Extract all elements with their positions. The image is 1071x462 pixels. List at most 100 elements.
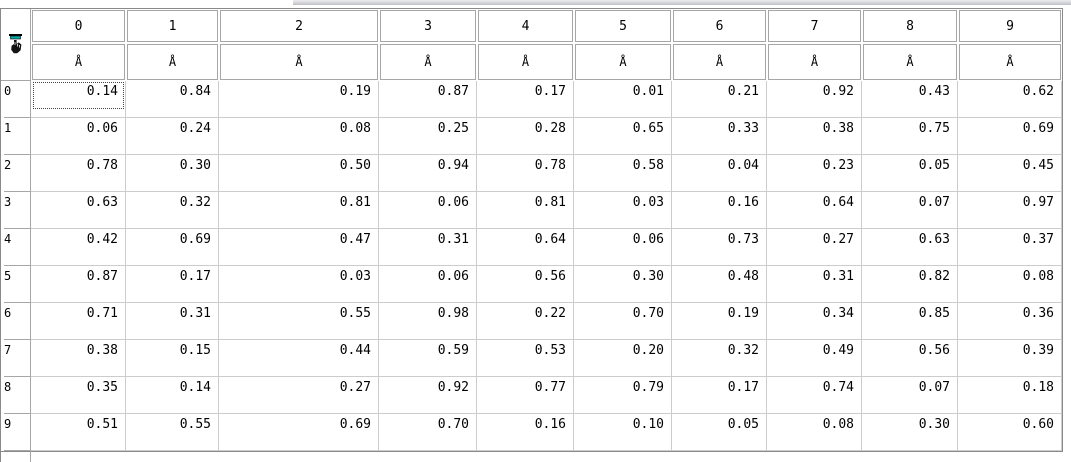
data-cell-0-9[interactable]: 0.62 xyxy=(958,81,1062,118)
data-cell-3-3[interactable]: 0.06 xyxy=(379,192,477,229)
data-cell-6-8[interactable]: 0.85 xyxy=(862,303,958,340)
data-cell-2-7[interactable]: 0.23 xyxy=(767,155,862,192)
column-unit-8[interactable]: Å xyxy=(863,44,957,80)
data-cell-1-9[interactable]: 0.69 xyxy=(958,118,1062,155)
row-header-2[interactable]: 2 xyxy=(1,155,31,192)
data-cell-2-3[interactable]: 0.94 xyxy=(379,155,477,192)
data-cell-0-2[interactable]: 0.19 xyxy=(219,81,379,118)
data-cell-9-6[interactable]: 0.05 xyxy=(672,414,767,451)
data-cell-3-5[interactable]: 0.03 xyxy=(574,192,672,229)
data-cell-8-8[interactable]: 0.07 xyxy=(862,377,958,414)
data-cell-4-6[interactable]: 0.73 xyxy=(672,229,767,266)
row-header-5[interactable]: 5 xyxy=(1,266,31,303)
data-cell-6-0[interactable]: 0.71 xyxy=(31,303,126,340)
data-cell-6-2[interactable]: 0.55 xyxy=(219,303,379,340)
data-cell-6-3[interactable]: 0.98 xyxy=(379,303,477,340)
data-cell-2-0[interactable]: 0.78 xyxy=(31,155,126,192)
data-cell-5-2[interactable]: 0.03 xyxy=(219,266,379,303)
row-header-6[interactable]: 6 xyxy=(1,303,31,340)
data-cell-9-3[interactable]: 0.70 xyxy=(379,414,477,451)
data-cell-1-6[interactable]: 0.33 xyxy=(672,118,767,155)
column-unit-4[interactable]: Å xyxy=(478,44,573,80)
data-cell-9-4[interactable]: 0.16 xyxy=(477,414,574,451)
data-cell-0-0[interactable]: 0.14 xyxy=(31,81,126,118)
data-cell-1-8[interactable]: 0.75 xyxy=(862,118,958,155)
grid-corner-cell[interactable] xyxy=(1,9,31,81)
column-unit-6[interactable]: Å xyxy=(673,44,766,80)
data-cell-4-0[interactable]: 0.42 xyxy=(31,229,126,266)
data-cell-1-1[interactable]: 0.24 xyxy=(126,118,219,155)
data-cell-9-7[interactable]: 0.08 xyxy=(767,414,862,451)
data-cell-3-6[interactable]: 0.16 xyxy=(672,192,767,229)
data-cell-5-4[interactable]: 0.56 xyxy=(477,266,574,303)
data-cell-3-4[interactable]: 0.81 xyxy=(477,192,574,229)
data-cell-0-1[interactable]: 0.84 xyxy=(126,81,219,118)
data-cell-8-7[interactable]: 0.74 xyxy=(767,377,862,414)
column-header-5[interactable]: 5 xyxy=(575,10,671,42)
data-cell-5-9[interactable]: 0.08 xyxy=(958,266,1062,303)
data-cell-1-0[interactable]: 0.06 xyxy=(31,118,126,155)
column-header-3[interactable]: 3 xyxy=(380,10,476,42)
column-unit-1[interactable]: Å xyxy=(127,44,218,80)
data-cell-9-9[interactable]: 0.60 xyxy=(958,414,1062,451)
data-cell-4-3[interactable]: 0.31 xyxy=(379,229,477,266)
row-header-1[interactable]: 1 xyxy=(1,118,31,155)
data-cell-0-4[interactable]: 0.17 xyxy=(477,81,574,118)
data-cell-2-4[interactable]: 0.78 xyxy=(477,155,574,192)
data-cell-8-2[interactable]: 0.27 xyxy=(219,377,379,414)
data-cell-7-1[interactable]: 0.15 xyxy=(126,340,219,377)
data-cell-5-5[interactable]: 0.30 xyxy=(574,266,672,303)
data-cell-5-7[interactable]: 0.31 xyxy=(767,266,862,303)
column-header-2[interactable]: 2 xyxy=(220,10,378,42)
data-cell-8-4[interactable]: 0.77 xyxy=(477,377,574,414)
row-header-3[interactable]: 3 xyxy=(1,192,31,229)
data-cell-5-0[interactable]: 0.87 xyxy=(31,266,126,303)
data-cell-4-1[interactable]: 0.69 xyxy=(126,229,219,266)
data-cell-9-1[interactable]: 0.55 xyxy=(126,414,219,451)
data-cell-5-1[interactable]: 0.17 xyxy=(126,266,219,303)
data-cell-9-0[interactable]: 0.51 xyxy=(31,414,126,451)
data-cell-4-7[interactable]: 0.27 xyxy=(767,229,862,266)
data-cell-4-2[interactable]: 0.47 xyxy=(219,229,379,266)
data-cell-6-6[interactable]: 0.19 xyxy=(672,303,767,340)
data-cell-1-7[interactable]: 0.38 xyxy=(767,118,862,155)
data-cell-8-5[interactable]: 0.79 xyxy=(574,377,672,414)
row-header-4[interactable]: 4 xyxy=(1,229,31,266)
column-header-7[interactable]: 7 xyxy=(768,10,861,42)
data-cell-7-6[interactable]: 0.32 xyxy=(672,340,767,377)
row-header-0[interactable]: 0 xyxy=(1,81,31,118)
column-unit-9[interactable]: Å xyxy=(959,44,1061,80)
data-cell-7-8[interactable]: 0.56 xyxy=(862,340,958,377)
data-cell-7-4[interactable]: 0.53 xyxy=(477,340,574,377)
data-cell-7-2[interactable]: 0.44 xyxy=(219,340,379,377)
data-cell-7-9[interactable]: 0.39 xyxy=(958,340,1062,377)
data-cell-3-8[interactable]: 0.07 xyxy=(862,192,958,229)
column-header-8[interactable]: 8 xyxy=(863,10,957,42)
row-header-7[interactable]: 7 xyxy=(1,340,31,377)
column-header-4[interactable]: 4 xyxy=(478,10,573,42)
row-header-8[interactable]: 8 xyxy=(1,377,31,414)
data-cell-0-3[interactable]: 0.87 xyxy=(379,81,477,118)
data-cell-9-5[interactable]: 0.10 xyxy=(574,414,672,451)
data-cell-0-5[interactable]: 0.01 xyxy=(574,81,672,118)
data-cell-1-5[interactable]: 0.65 xyxy=(574,118,672,155)
data-cell-6-5[interactable]: 0.70 xyxy=(574,303,672,340)
data-cell-0-8[interactable]: 0.43 xyxy=(862,81,958,118)
data-cell-3-1[interactable]: 0.32 xyxy=(126,192,219,229)
data-cell-3-2[interactable]: 0.81 xyxy=(219,192,379,229)
data-cell-6-9[interactable]: 0.36 xyxy=(958,303,1062,340)
data-cell-6-7[interactable]: 0.34 xyxy=(767,303,862,340)
data-cell-9-2[interactable]: 0.69 xyxy=(219,414,379,451)
data-cell-2-6[interactable]: 0.04 xyxy=(672,155,767,192)
data-cell-1-3[interactable]: 0.25 xyxy=(379,118,477,155)
column-header-1[interactable]: 1 xyxy=(127,10,218,42)
data-cell-7-7[interactable]: 0.49 xyxy=(767,340,862,377)
data-cell-5-3[interactable]: 0.06 xyxy=(379,266,477,303)
data-cell-8-0[interactable]: 0.35 xyxy=(31,377,126,414)
data-cell-1-2[interactable]: 0.08 xyxy=(219,118,379,155)
data-cell-2-5[interactable]: 0.58 xyxy=(574,155,672,192)
data-cell-2-8[interactable]: 0.05 xyxy=(862,155,958,192)
data-cell-8-9[interactable]: 0.18 xyxy=(958,377,1062,414)
data-cell-3-9[interactable]: 0.97 xyxy=(958,192,1062,229)
column-unit-5[interactable]: Å xyxy=(575,44,671,80)
